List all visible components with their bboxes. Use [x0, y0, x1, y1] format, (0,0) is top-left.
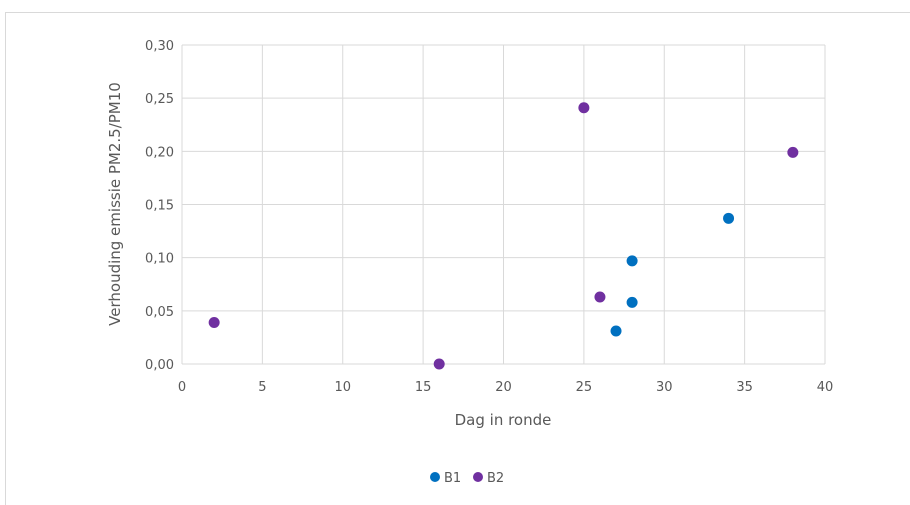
data-point-b1	[626, 255, 638, 267]
data-point-b1	[610, 325, 622, 337]
x-axis-title: Dag in ronde	[455, 411, 552, 429]
x-axis-ticks: 0 5 10 15 20 25 30 35 40	[178, 380, 833, 395]
legend-label-b2: B2	[487, 471, 504, 486]
x-tick-label: 25	[576, 380, 593, 395]
x-tick-label: 5	[258, 380, 266, 395]
y-tick-label: 0,25	[145, 92, 174, 107]
data-point-b2	[787, 146, 799, 158]
y-tick-label: 0,10	[145, 252, 174, 267]
legend-marker-b1	[430, 472, 440, 482]
x-tick-label: 35	[736, 380, 753, 395]
data-point-b2	[578, 102, 590, 114]
data-point-b1	[626, 296, 638, 308]
x-tick-label: 15	[415, 380, 432, 395]
x-tick-label: 10	[334, 380, 351, 395]
y-tick-label: 0,05	[145, 305, 174, 320]
y-tick-label: 0,20	[145, 145, 174, 160]
data-point-b2	[208, 317, 220, 329]
x-tick-label: 30	[656, 380, 673, 395]
legend-marker-b2	[473, 472, 483, 482]
chart-frame	[5, 12, 910, 505]
y-tick-label: 0,30	[145, 39, 174, 54]
data-point-b1	[723, 212, 735, 224]
data-points	[208, 102, 799, 370]
gridlines	[181, 44, 826, 365]
y-axis-title: Verhouding emissie PM2.5/PM10	[106, 82, 124, 326]
data-point-b2	[594, 291, 606, 303]
y-tick-label: 0,00	[145, 358, 174, 373]
y-axis-ticks: 0,00 0,05 0,10 0,15 0,20 0,25 0,30	[145, 39, 174, 373]
x-tick-label: 20	[495, 380, 512, 395]
legend-label-b1: B1	[444, 471, 461, 486]
y-tick-label: 0,15	[145, 199, 174, 214]
x-tick-label: 40	[817, 380, 834, 395]
data-point-b2	[433, 358, 445, 370]
legend: B1 B2	[430, 471, 504, 486]
x-tick-label: 0	[178, 380, 186, 395]
